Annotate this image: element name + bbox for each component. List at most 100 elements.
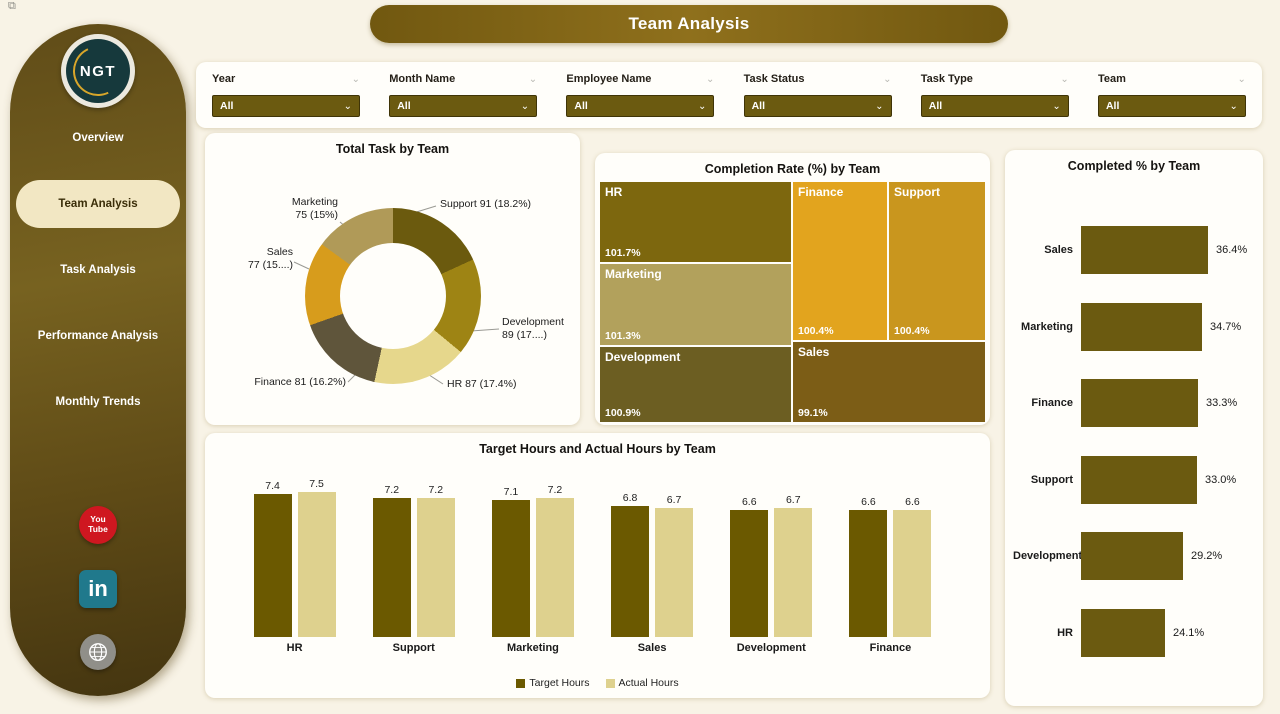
filter-dropdown-team[interactable]: All ⌄ — [1097, 95, 1246, 117]
x-axis-label: Sales — [637, 642, 667, 654]
bar-actual-hours[interactable] — [655, 508, 694, 637]
hbar-row-development: Development 29.2% — [1013, 518, 1259, 595]
column-pair: 7.4 7.5 — [253, 473, 336, 637]
youtube-label-line2: Tube — [88, 524, 108, 534]
bar-value-label: 34.7% — [1210, 320, 1242, 333]
hbar-bar[interactable] — [1081, 455, 1197, 504]
hbar-chart-card: Completed % by Team Sales 36.4% Marketing 3… — [1005, 150, 1263, 706]
hbar-bar[interactable] — [1081, 226, 1208, 275]
y-axis-label: Development — [1013, 550, 1083, 563]
treemap-cell-sales[interactable]: Sales 99.1% — [793, 342, 985, 422]
window-corner-icon[interactable]: ⧉ — [8, 0, 16, 12]
sidebar-item-task-analysis[interactable]: Task Analysis — [60, 264, 136, 276]
column-bar-wrap: 7.1 — [491, 486, 530, 637]
chevron-down-icon: ⌄ — [343, 100, 352, 112]
donut-chart-card: Total Task by Team Support 91 (18.2%) Dev… — [205, 133, 580, 425]
column-pair: 7.1 7.2 — [491, 473, 574, 637]
bar-value-label: 6.7 — [785, 494, 801, 506]
donut-ring[interactable] — [305, 208, 481, 384]
sidebar-item-team-analysis[interactable]: Team Analysis — [16, 180, 180, 228]
linkedin-icon[interactable]: in — [79, 570, 117, 608]
sidebar-item-overview[interactable]: Overview — [72, 132, 124, 144]
bar-value-label: 7.5 — [309, 478, 324, 490]
column-chart-card: Target Hours and Actual Hours by Team 7.… — [205, 433, 990, 698]
filter-dropdown-month-name[interactable]: All ⌄ — [389, 95, 538, 117]
chevron-down-icon[interactable]: ⌄ — [1237, 73, 1246, 85]
sidebar-item-performance-analysis[interactable]: Performance Analysis — [37, 330, 159, 342]
bar-target-hours[interactable] — [611, 506, 650, 637]
chevron-down-icon[interactable]: ⌄ — [883, 73, 892, 85]
bar-target-hours[interactable] — [491, 500, 530, 637]
treemap-cell-marketing[interactable]: Marketing 101.3% — [600, 264, 791, 345]
bar-value-label: 36.4% — [1216, 244, 1248, 257]
bar-actual-hours[interactable] — [535, 498, 574, 637]
y-axis-label: Support — [1030, 473, 1073, 486]
chevron-down-icon[interactable]: ⌄ — [351, 73, 360, 85]
legend-item-actual-hours[interactable]: Actual Hours — [605, 677, 679, 689]
website-globe-icon[interactable] — [80, 634, 116, 670]
treemap-cell-value: 100.9% — [605, 407, 641, 419]
column-bar-wrap: 6.6 — [849, 496, 888, 637]
hbar-bar[interactable] — [1081, 532, 1183, 581]
filter-team: Team ⌄ All ⌄ — [1097, 73, 1246, 117]
sidebar-item-monthly-trends[interactable]: Monthly Trends — [55, 396, 141, 408]
bar-value-label: 7.2 — [547, 484, 563, 496]
chart-title: Completed % by Team — [1067, 159, 1201, 173]
hbar-row-finance: Finance 33.3% — [1013, 365, 1259, 442]
column-bar-wrap: 6.8 — [611, 492, 650, 637]
donut-hole — [340, 243, 446, 349]
filter-dropdown-year[interactable]: All ⌄ — [212, 95, 360, 117]
bar-target-hours[interactable] — [372, 498, 411, 637]
treemap-cell-label: Development — [605, 350, 681, 364]
hbar-bar[interactable] — [1081, 302, 1202, 351]
hbar-bar[interactable] — [1081, 379, 1198, 428]
filter-dropdown-task-status[interactable]: All ⌄ — [743, 95, 892, 117]
treemap-cell-value: 100.4% — [798, 325, 834, 337]
treemap-cell-label: HR — [605, 185, 623, 199]
filter-bar: Year ⌄ All ⌄ Month Name ⌄ All ⌄ Employee Name ⌄ Al… — [196, 62, 1262, 128]
bar-actual-hours[interactable] — [297, 492, 336, 637]
bar-target-hours[interactable] — [730, 510, 769, 637]
hbar-row-marketing: Marketing 34.7% — [1013, 289, 1259, 366]
hbar-row-support: Support 33.0% — [1013, 442, 1259, 519]
chevron-down-icon[interactable]: ⌄ — [528, 73, 538, 85]
donut-label-line: HR 87 (17.4%) — [447, 378, 517, 390]
chevron-down-icon[interactable]: ⌄ — [705, 73, 715, 85]
filter-label: Team — [1097, 73, 1126, 85]
filter-selected-value: All — [574, 100, 588, 112]
bar-actual-hours[interactable] — [893, 510, 932, 637]
bar-actual-hours[interactable] — [774, 508, 813, 637]
treemap-cell-label: Support — [894, 185, 940, 199]
treemap-cell-hr[interactable]: HR 101.7% — [600, 182, 791, 262]
treemap-cell-development[interactable]: Development 100.9% — [600, 347, 791, 422]
chart-legend: Target Hours Actual Hours — [205, 677, 990, 689]
hbar-bar[interactable] — [1081, 608, 1165, 657]
youtube-icon[interactable]: You Tube — [79, 506, 117, 544]
treemap-cell-value: 101.7% — [605, 247, 641, 259]
linkedin-label: in — [88, 576, 108, 601]
page-title: Team Analysis — [628, 14, 750, 33]
bar-target-hours[interactable] — [849, 510, 888, 637]
treemap-cell-finance[interactable]: Finance 100.4% — [793, 182, 887, 340]
treemap-chart-card: Completion Rate (%) by Team HR 101.7% Mark… — [595, 153, 990, 425]
chart-title: Total Task by Team — [335, 142, 450, 156]
column-bar-wrap: 6.6 — [730, 496, 769, 637]
filter-dropdown-task-type[interactable]: All ⌄ — [920, 95, 1069, 117]
bar-target-hours[interactable] — [253, 494, 292, 637]
chart-title: Target Hours and Actual Hours by Team — [479, 442, 716, 456]
column-bar-wrap: 7.5 — [297, 478, 336, 637]
donut-label-line: Marketing — [291, 196, 338, 208]
treemap-cell-support[interactable]: Support 100.4% — [889, 182, 985, 340]
filter-selected-value: All — [751, 100, 765, 112]
legend-swatch — [516, 678, 526, 688]
column-bar-wrap: 6.7 — [655, 494, 694, 637]
hbar-row-hr: HR 24.1% — [1013, 595, 1259, 672]
legend-item-target-hours[interactable]: Target Hours — [516, 677, 590, 689]
column-group-hr: 7.4 7.5 HR — [235, 473, 354, 659]
bar-value-label: 33.0% — [1205, 473, 1237, 486]
chevron-down-icon[interactable]: ⌄ — [1060, 73, 1069, 85]
filter-dropdown-employee-name[interactable]: All ⌄ — [566, 95, 715, 117]
y-axis-label: Marketing — [1021, 320, 1073, 333]
treemap-cell-value: 101.3% — [605, 330, 641, 342]
bar-actual-hours[interactable] — [416, 498, 455, 637]
